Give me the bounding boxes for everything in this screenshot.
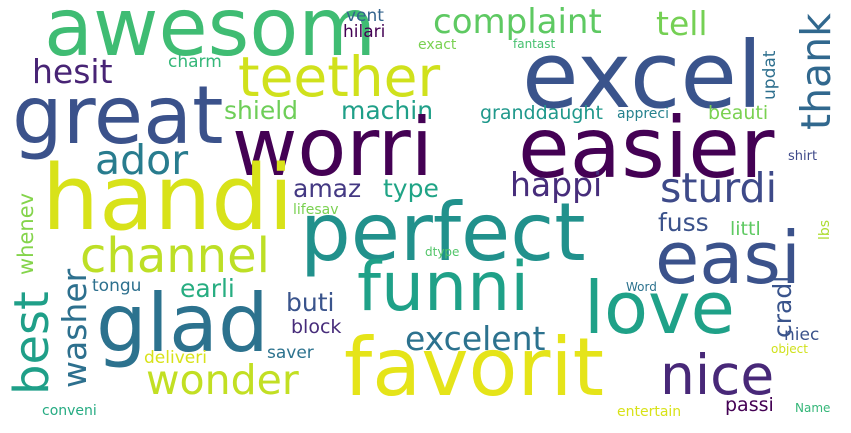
word-conveni: conveni xyxy=(42,403,97,419)
word-channel: channel xyxy=(80,228,270,284)
word-appreci: appreci xyxy=(617,106,670,122)
word-object: object xyxy=(771,342,808,356)
word-littl: littl xyxy=(730,218,761,240)
word-best: best xyxy=(4,291,60,395)
word-lbs: lbs xyxy=(817,219,833,240)
word-wonder: wonder xyxy=(146,356,299,404)
word-perfect: perfect xyxy=(300,186,586,279)
word-saver: saver xyxy=(267,343,314,363)
word-fuss: fuss xyxy=(658,208,709,237)
word-funni: funni xyxy=(357,248,530,327)
word-nice: nice xyxy=(660,343,775,407)
word-washer: washer xyxy=(55,268,94,388)
word-teether: teether xyxy=(238,45,441,109)
word-ador: ador xyxy=(95,136,189,184)
word-charm: charm xyxy=(168,52,222,72)
word-fantast: fantast xyxy=(513,37,556,51)
word-vent: vent xyxy=(346,6,384,26)
word-favorit: favorit xyxy=(344,321,604,414)
word-machin: machin xyxy=(341,96,434,125)
word-excelent: excelent xyxy=(405,319,546,358)
word-amaz: amaz xyxy=(293,174,362,203)
word-hesit: hesit xyxy=(32,52,113,91)
word-great: great xyxy=(12,69,224,162)
word-excel: excel xyxy=(522,22,763,129)
word-complaint: complaint xyxy=(433,2,602,42)
word-deliveri: deliveri xyxy=(144,348,207,368)
word-shirt: shirt xyxy=(788,149,818,164)
word-block: block xyxy=(291,316,342,338)
word-updat: updat xyxy=(760,50,780,100)
word-niec: niec xyxy=(784,325,820,345)
word-Word: Word xyxy=(626,280,657,294)
word-hilari: hilari xyxy=(343,22,386,42)
word-happi: happi xyxy=(510,165,603,204)
word-easi: easi xyxy=(655,216,801,300)
word-whenev: whenev xyxy=(14,192,38,275)
word-tongu: tongu xyxy=(92,276,142,296)
word-type: type xyxy=(383,174,439,203)
word-entertain: entertain xyxy=(617,404,682,420)
word-Name: Name xyxy=(795,401,831,415)
word-earli: earli xyxy=(180,274,235,303)
word-love: love xyxy=(584,266,735,350)
word-tell: tell xyxy=(656,4,708,43)
word-thank: thank xyxy=(792,13,840,130)
word-passi: passi xyxy=(725,394,774,416)
word-handi: handi xyxy=(42,146,294,251)
word-glad: glad xyxy=(96,277,269,370)
word-buti: buti xyxy=(286,288,335,317)
word-worri: worri xyxy=(232,101,433,194)
word-awesom: awesom xyxy=(44,0,377,74)
word-sturdi: sturdi xyxy=(660,164,777,212)
word-beauti: beauti xyxy=(708,102,769,124)
word-lifesav: lifesav xyxy=(293,202,339,218)
word-cradl: cradl xyxy=(768,275,797,338)
word-easier: easier xyxy=(518,99,775,197)
word-granddaught: granddaught xyxy=(480,102,603,124)
word-dtype: dtype xyxy=(425,245,460,259)
word-shield: shield xyxy=(224,96,299,125)
word-exact: exact xyxy=(418,37,457,53)
